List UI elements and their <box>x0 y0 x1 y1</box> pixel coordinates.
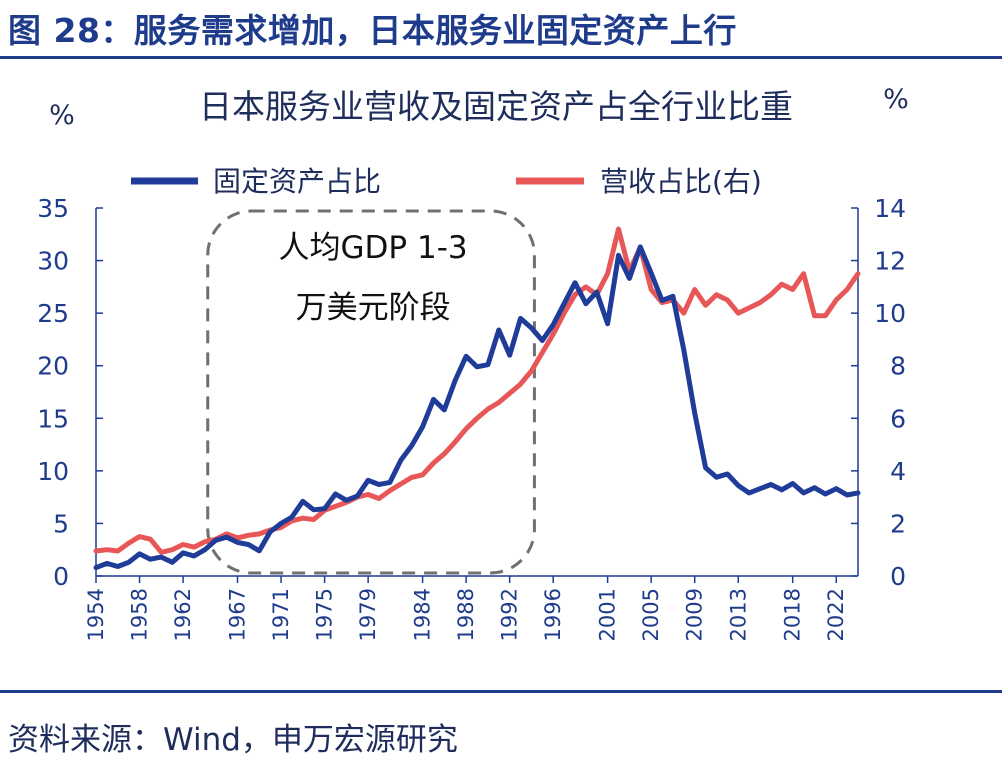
chart: 日本服务业营收及固定资产占全行业比重 % % 固定资产占比 营收占比(右) 0 5… <box>37 84 909 641</box>
title-divider <box>0 56 1002 59</box>
x-tick-label: 1958 <box>128 588 152 641</box>
axes: 0 5 10 15 20 25 30 35 0 2 4 6 8 10 12 14 1954 1958 1962 196… <box>37 194 906 641</box>
right-tick-label: 12 <box>874 247 906 276</box>
x-tick-label: 1962 <box>171 588 195 641</box>
left-tick-label: 5 <box>53 509 69 538</box>
x-tick-label: 1954 <box>84 588 108 641</box>
left-tick-label: 20 <box>37 352 69 381</box>
legend-label-fixed-assets: 固定资产占比 <box>213 165 381 198</box>
series-lines <box>93 226 861 571</box>
legend-label-revenue: 营收占比(右) <box>600 165 762 198</box>
left-tick-label: 10 <box>37 457 69 486</box>
figure-title: 图 28：服务需求增加，日本服务业固定资产上行 <box>8 11 737 50</box>
left-tick-label: 30 <box>37 247 69 276</box>
right-tick-label: 0 <box>890 562 906 591</box>
series-line-fixed-assets <box>93 244 861 571</box>
x-tick-label: 2009 <box>683 588 707 641</box>
series-line-revenue <box>93 226 861 555</box>
x-tick-label: 1971 <box>269 588 293 641</box>
x-tick-label: 1984 <box>411 588 435 641</box>
x-tick-label: 1975 <box>313 588 337 641</box>
x-tick-label: 1988 <box>454 588 478 641</box>
left-tick-label: 0 <box>53 562 69 591</box>
x-tick-label: 1992 <box>498 588 522 641</box>
x-tick-label: 1996 <box>541 588 565 641</box>
x-tick-label: 2001 <box>596 588 620 641</box>
right-tick-label: 4 <box>890 457 906 486</box>
left-tick-label: 25 <box>37 299 69 328</box>
x-tick-label: 2018 <box>781 588 805 641</box>
annotation-frame <box>206 209 536 575</box>
x-tick-label: 2022 <box>824 588 848 641</box>
source-note: 资料来源：Wind，申万宏源研究 <box>8 722 458 758</box>
x-tick-label: 1967 <box>226 588 250 641</box>
left-tick-label: 15 <box>37 404 69 433</box>
left-axis-unit: % <box>49 100 75 131</box>
x-tick-label: 1979 <box>356 588 380 641</box>
annotation-box: 人均GDP 1-3 万美元阶段 <box>206 209 536 575</box>
right-tick-label: 10 <box>874 299 906 328</box>
annotation-text: 人均GDP 1-3 <box>279 230 468 266</box>
right-tick-label: 2 <box>890 509 906 538</box>
chart-title: 日本服务业营收及固定资产占全行业比重 <box>199 87 793 126</box>
left-tick-label: 35 <box>37 194 69 223</box>
right-tick-label: 6 <box>890 404 906 433</box>
legend: 固定资产占比 营收占比(右) <box>131 165 762 198</box>
annotation-text: 万美元阶段 <box>296 290 451 326</box>
x-tick-label: 2013 <box>726 588 750 641</box>
x-tick-label: 2005 <box>639 588 663 641</box>
footer-divider <box>0 690 1002 693</box>
right-axis-unit: % <box>883 84 909 115</box>
right-tick-label: 8 <box>890 352 906 381</box>
right-tick-label: 14 <box>874 194 906 223</box>
